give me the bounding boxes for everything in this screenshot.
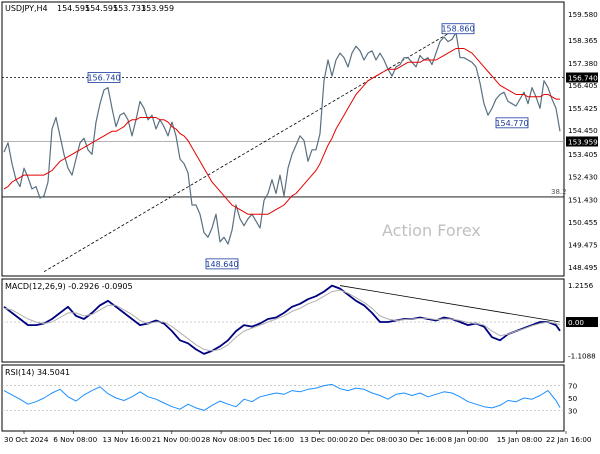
price-header-high: 154.595 xyxy=(85,4,118,13)
y-tick-label: 151.430 xyxy=(568,196,598,205)
y-tick-label: 70 xyxy=(568,382,578,391)
macd-layer xyxy=(2,284,564,355)
rsi-panel xyxy=(1,364,565,432)
y-tick-label: 155.425 xyxy=(568,104,598,113)
y-tick-label: 157.380 xyxy=(568,59,598,68)
y-tick-highlight xyxy=(566,317,598,328)
x-tick-label: 6 Nov 08:00 xyxy=(53,435,97,444)
y-tick-label: 50 xyxy=(568,394,578,403)
y-tick-label: 159.580 xyxy=(568,10,598,19)
y-tick-label: 154.450 xyxy=(568,126,598,135)
x-tick-label: 21 Nov 00:00 xyxy=(152,435,201,444)
y-tick-label: 153.959 xyxy=(568,137,598,146)
price-annotation-label: 156.740 xyxy=(87,74,120,83)
x-tick-label: 8 Jan 00:00 xyxy=(447,435,488,444)
y-tick-label: 152.430 xyxy=(568,173,598,182)
y-tick-label: 153.405 xyxy=(568,150,598,159)
watermark: Action Forex xyxy=(382,221,481,240)
price-annotation-box xyxy=(441,23,475,35)
y-tick-highlight xyxy=(566,136,598,147)
x-tick-label: 15 Jan 08:00 xyxy=(497,435,543,444)
y-tick-label: 156.405 xyxy=(568,81,598,90)
macd-series-0 xyxy=(3,284,561,355)
x-tick-label: 22 Jan 16:00 xyxy=(546,435,592,444)
price-header-symbol: USDJPY,H4 xyxy=(5,4,48,13)
x-tick-label: 30 Dec 16:00 xyxy=(398,435,447,444)
trend-line xyxy=(43,27,459,273)
price-annotation-box xyxy=(495,117,529,129)
price-panel xyxy=(1,1,565,277)
x-tick-label: 28 Nov 08:00 xyxy=(201,435,250,444)
x-tick-label: 30 Oct 2024 xyxy=(4,435,49,444)
y-tick-highlight xyxy=(566,72,598,83)
y-tick-label: 150.455 xyxy=(568,218,598,227)
y-tick-label: 158.365 xyxy=(568,36,598,45)
x-tick-label: 13 Nov 16:00 xyxy=(103,435,152,444)
price-annotation-label: 148.640 xyxy=(205,260,238,269)
rsi-label: RSI(14) 34.5041 xyxy=(5,368,70,377)
price-annotation-label: 158.860 xyxy=(441,25,474,34)
rsi-layer xyxy=(2,383,564,411)
y-tick-label: 0.00 xyxy=(568,318,584,327)
x-tick-label: 13 Dec 00:00 xyxy=(300,435,349,444)
price-layer: 38.2 156.740 158.860 154.770 148.640 xyxy=(2,23,567,273)
x-tick-label: 20 Dec 08:00 xyxy=(349,435,398,444)
x-tick-label: 5 Dec 16:00 xyxy=(250,435,294,444)
trend-line xyxy=(339,285,561,323)
axis-layer: 159.580158.365157.380156.740156.405155.4… xyxy=(4,10,598,444)
price-series-1 xyxy=(3,48,560,215)
y-tick-label: 149.475 xyxy=(568,241,598,250)
price-annotation-label: 154.770 xyxy=(495,119,528,128)
price-annotation-box xyxy=(205,258,239,270)
macd-label: MACD(12,26,9) -0.2926 -0.0905 xyxy=(5,282,133,291)
price-header-close: 153.959 xyxy=(141,4,174,13)
rsi-series-0 xyxy=(3,383,561,411)
y-tick-label: 1.2156 xyxy=(568,281,594,290)
price-header-low: 153.733 xyxy=(113,4,146,13)
y-tick-label: -1.1088 xyxy=(568,352,596,361)
price-annotation-box xyxy=(87,72,121,83)
macd-series-1 xyxy=(3,289,561,352)
fib-level-label: 38.2 xyxy=(551,188,567,196)
y-tick-label: 30 xyxy=(568,406,578,415)
price-series-0 xyxy=(3,31,561,245)
y-tick-label: 148.495 xyxy=(568,263,598,272)
price-header-open: 154.595 xyxy=(57,4,90,13)
macd-panel xyxy=(1,278,565,363)
y-tick-label: 156.740 xyxy=(568,74,598,83)
